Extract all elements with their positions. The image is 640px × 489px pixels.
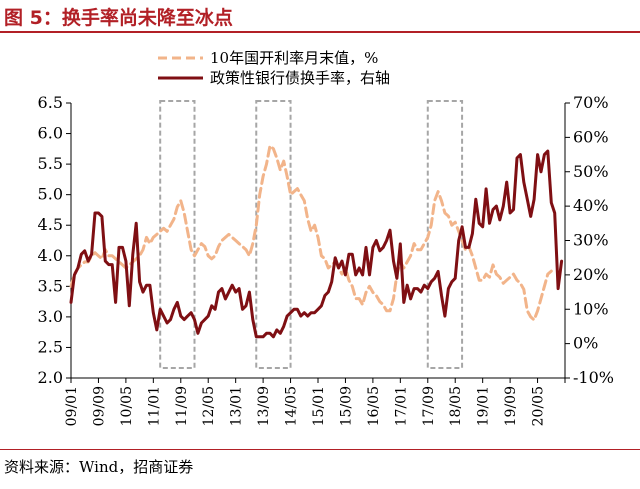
y-left-tick-label: 6.5 (38, 93, 63, 112)
y-right-tick-label: 50% (573, 162, 609, 181)
x-tick-label: 11/09 (174, 386, 190, 426)
highlight-boxes (159, 100, 464, 369)
turnover-line (69, 149, 564, 339)
y-left-tick-label: 5.5 (38, 154, 63, 173)
y-left-tick-label: 2.0 (38, 368, 63, 387)
y-left-tick-label: 5.0 (38, 185, 63, 204)
series-lines (69, 144, 564, 339)
x-tick-label: 18/05 (448, 386, 464, 426)
x-tick-label: 17/09 (421, 386, 437, 426)
x-tick-label: 11/01 (146, 386, 162, 426)
x-tick-label: 13/09 (256, 386, 272, 426)
legend-label-turnover: 政策性银行债换手率，右轴 (210, 69, 390, 87)
legend-label-bond-yield: 10年国开利率月末值，% (210, 49, 378, 67)
x-tick-label: 15/09 (338, 386, 354, 426)
x-tick-label: 13/01 (229, 386, 245, 426)
y-right-tick-label: 30% (573, 231, 609, 250)
y-left-tick-label: 2.5 (38, 337, 63, 356)
source-note: 资料来源：Wind，招商证券 (4, 458, 194, 476)
y-left-tick-label: 4.5 (38, 215, 63, 234)
x-tick-label: 09/01 (64, 386, 80, 426)
highlight-box-2 (255, 100, 292, 369)
chart-canvas: 2.0 2.5 3.0 3.5 4.0 4.5 5.0 5.5 6.0 6.5 -10% 0% 10% 2… (38, 49, 614, 426)
x-tick-label: 16/05 (366, 386, 382, 426)
x-tick-label: 19/09 (503, 386, 519, 426)
y-right-tick-label: 10% (573, 299, 609, 318)
x-tick-label: 10/05 (119, 386, 135, 426)
x-tick-label: 17/01 (393, 386, 409, 426)
x-tick-label: 14/05 (284, 386, 300, 426)
title-rule (0, 31, 640, 33)
y-right-tick-label: 60% (573, 127, 609, 146)
highlight-box-3 (426, 100, 464, 369)
y-right-tick-label: 70% (573, 93, 609, 112)
y-right-tick-label: 20% (573, 265, 609, 284)
bond-yield-line (69, 144, 553, 322)
highlight-box-1 (159, 100, 196, 369)
y-right-tick-label: 0% (573, 334, 598, 353)
y-left-tick-label: 4.0 (38, 246, 63, 265)
axes: 2.0 2.5 3.0 3.5 4.0 4.5 5.0 5.5 6.0 6.5 -10% 0% 10% 2… (38, 93, 614, 426)
x-tick-label: 19/01 (476, 386, 492, 426)
y-right-tick-label: -10% (573, 368, 614, 387)
y-left-tick-label: 6.0 (38, 124, 63, 143)
x-tick-label: 09/09 (91, 386, 107, 426)
y-left-tick-label: 3.0 (38, 307, 63, 326)
legend: 10年国开利率月末值，% 政策性银行债换手率，右轴 (158, 49, 390, 87)
y-right-tick-label: 40% (573, 196, 609, 215)
x-tick-label: 15/01 (311, 386, 327, 426)
figure-title: 图 5：换手率尚未降至冰点 (4, 7, 233, 29)
y-left-tick-label: 3.5 (38, 276, 63, 295)
source-rule (0, 449, 640, 450)
x-tick-label: 12/05 (201, 386, 217, 426)
x-tick-label: 20/05 (531, 386, 547, 426)
